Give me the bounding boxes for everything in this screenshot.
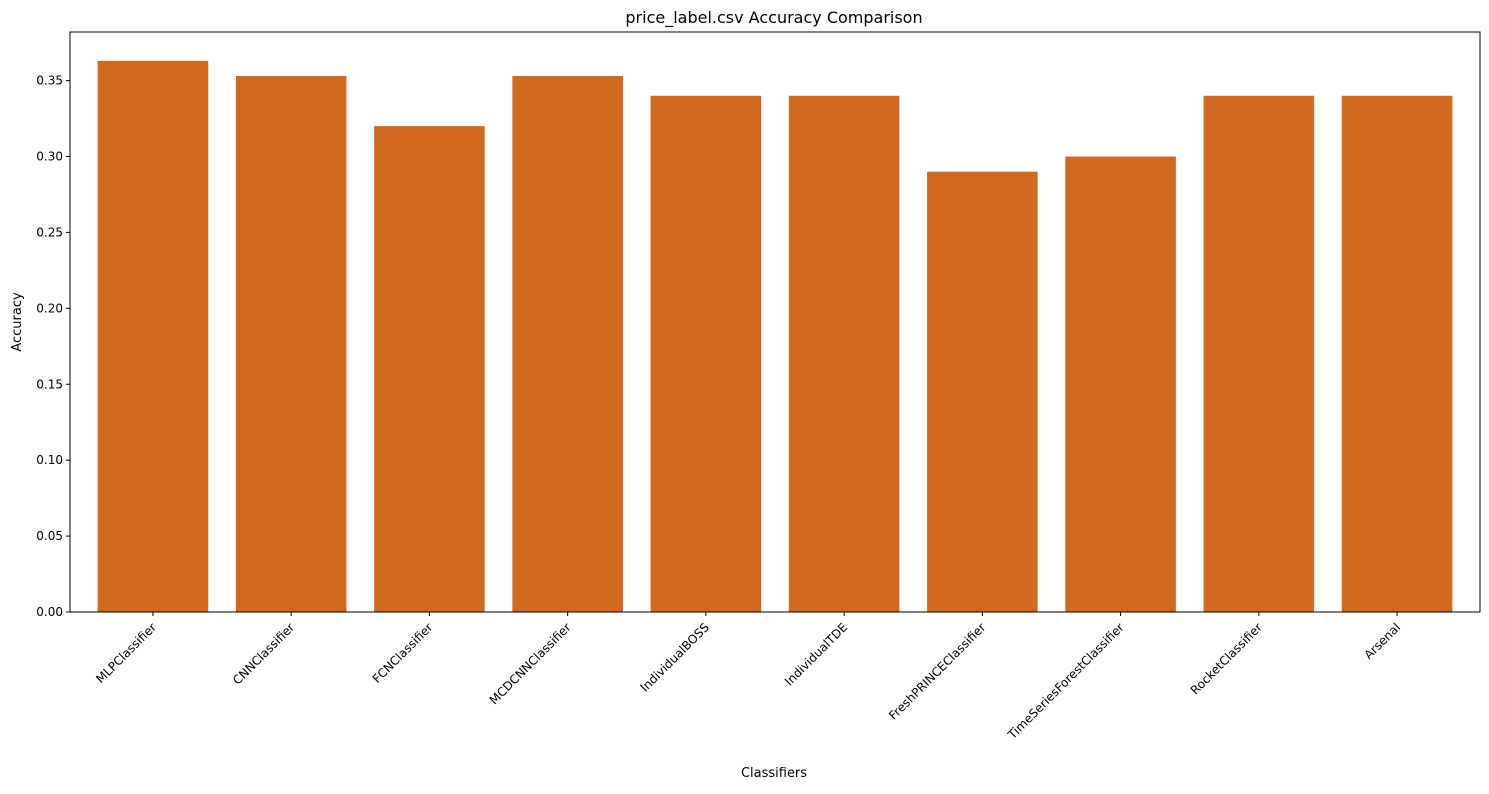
bar-Arsenal (1341, 95, 1453, 612)
x-tick-label: CNNClassifier (230, 620, 297, 687)
y-tick-label: 0.00 (36, 605, 63, 619)
y-tick-label: 0.15 (36, 377, 63, 391)
plot-frame (69, 31, 1481, 613)
x-tick-label: Arsenal (1361, 620, 1403, 662)
bar-RocketClassifier (1203, 95, 1315, 612)
y-axis: 0.00 0.05 0.10 0.15 0.20 0.25 0.30 0.35 (36, 74, 70, 619)
bar-CNNClassifier (235, 76, 347, 612)
bar-IndividualTDE (788, 95, 900, 612)
y-tick-label: 0.20 (36, 301, 63, 315)
bar-MCDCNNClassifier (512, 76, 623, 612)
bar-FCNClassifier (374, 126, 485, 613)
x-tick-label: FreshPRINCEClassifier (886, 620, 988, 722)
x-axis-label: Classifiers (741, 766, 807, 781)
y-tick-label: 0.30 (36, 150, 63, 164)
y-axis-label: Accuracy (10, 292, 25, 352)
bar-IndividualBOSS (650, 95, 762, 612)
bar-TimeSeriesForestClassifier (1065, 156, 1176, 612)
x-tick-label: FCNClassifier (370, 620, 436, 686)
bars-group (97, 60, 1453, 613)
x-tick-label: IndividualBOSS (638, 620, 712, 694)
x-tick-label: MCDCNNClassifier (487, 620, 574, 707)
x-tick-label: MLPClassifier (93, 620, 159, 686)
y-tick-label: 0.05 (36, 529, 63, 543)
x-axis: MLPClassifier CNNClassifier FCNClassifier M… (93, 612, 1403, 742)
bar-FreshPRINCEClassifier (927, 171, 1038, 613)
x-tick-label: RocketClassifier (1188, 620, 1265, 697)
chart-title: price_label.csv Accuracy Comparison (625, 8, 922, 28)
y-tick-label: 0.10 (36, 453, 63, 467)
y-tick-label: 0.25 (36, 225, 63, 239)
y-tick-label: 0.35 (36, 74, 63, 88)
x-tick-label: IndividualTDE (782, 620, 850, 688)
x-tick-label: TimeSeriesForestClassifier (1004, 620, 1126, 742)
bar-MLPClassifier (97, 60, 209, 613)
